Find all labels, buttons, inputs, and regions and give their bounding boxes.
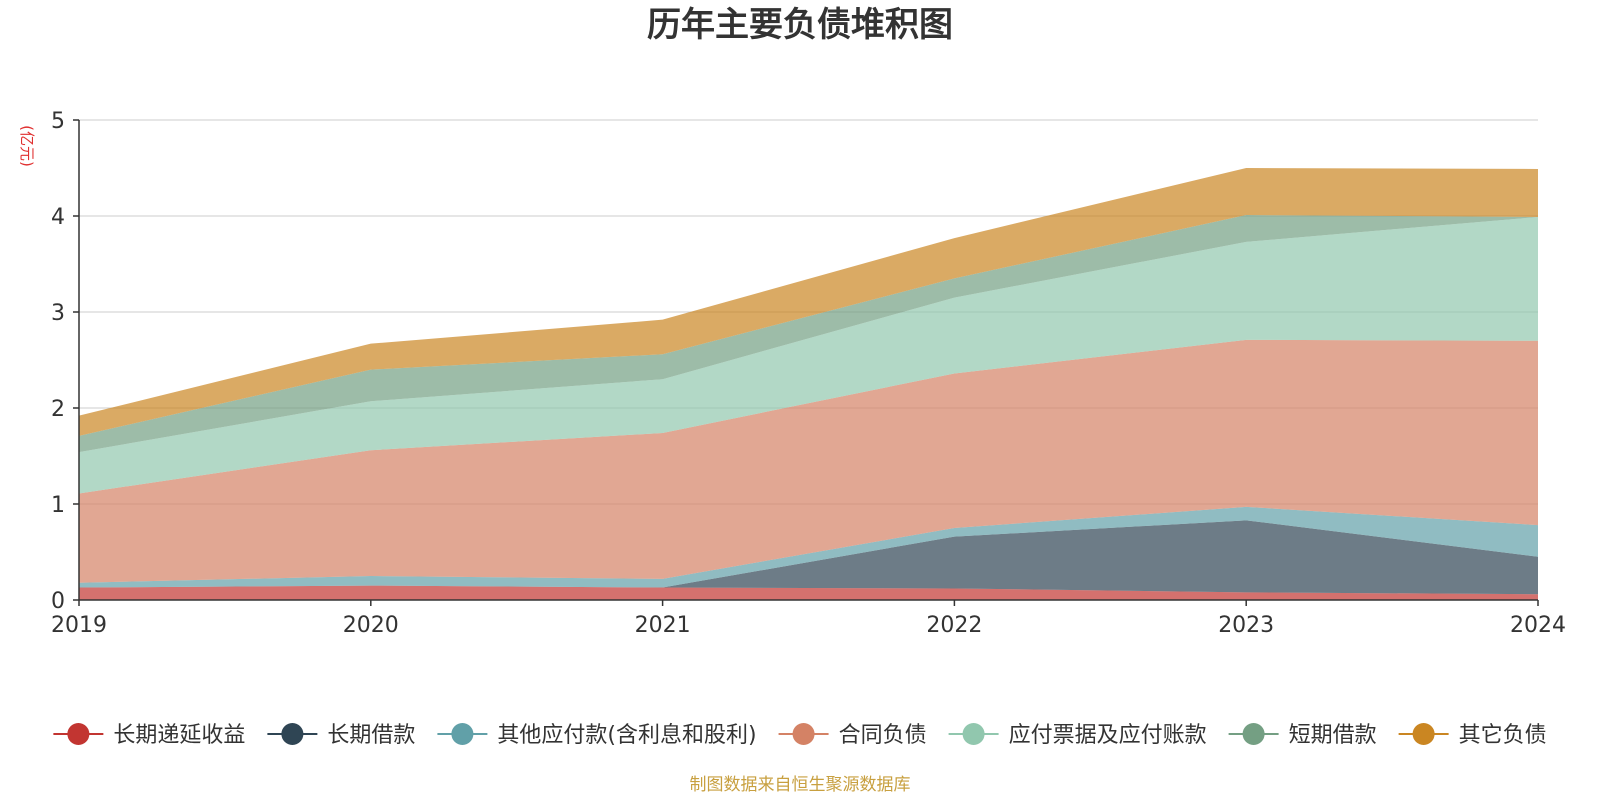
y-tick-label: 5: [51, 109, 65, 134]
area-series-5: [79, 216, 1538, 494]
area-series-1: [79, 585, 1538, 600]
y-tick-label: 2: [51, 397, 65, 422]
legend-label-1: 长期递延收益: [113, 723, 245, 748]
x-tick-label: 2024: [1510, 613, 1566, 638]
x-tick-label: 2021: [635, 613, 691, 638]
legend: 长期递延收益 长期借款 其他应付款(含利息和股利) 合同负债 应付票据及应付账款 短期借款…: [53, 723, 1547, 748]
x-tick-label: 2019: [51, 613, 107, 638]
legend-marker-3: [451, 723, 474, 745]
legend-marker-6: [1242, 723, 1265, 745]
area-series-group: [79, 168, 1538, 600]
area-series-2: [79, 520, 1538, 595]
legend-marker-4: [792, 723, 815, 745]
axes: 2019 2020 2021 2022 2023 2024: [51, 119, 1566, 638]
legend-marker-2: [281, 723, 304, 745]
legend-label-4: 合同负债: [839, 723, 927, 748]
area-series-4: [79, 339, 1538, 583]
chart-title: 历年主要负债堆积图: [647, 5, 953, 45]
y-axis-unit-label: (亿元): [18, 125, 36, 167]
area-series-3: [79, 506, 1538, 588]
data-source-note: 制图数据来自恒生聚源数据库: [690, 775, 911, 795]
legend-label-6: 短期借款: [1289, 723, 1377, 748]
y-tick-label: 4: [51, 205, 65, 230]
legend-label-2: 长期借款: [327, 723, 415, 748]
legend-marker-7: [1412, 723, 1435, 745]
legend-label-3: 其他应付款(含利息和股利): [497, 723, 756, 748]
legend-label-5: 应付票据及应付账款: [1009, 723, 1207, 748]
x-tick-label: 2023: [1218, 613, 1274, 638]
area-series-6: [79, 215, 1538, 453]
y-tick-label: 0: [51, 589, 65, 614]
legend-label-7: 其它负债: [1459, 723, 1547, 748]
x-tick-label: 2020: [343, 613, 399, 638]
legend-marker-5: [962, 723, 985, 745]
y-tick-label: 1: [51, 493, 65, 518]
x-tick-label: 2022: [926, 613, 982, 638]
legend-marker-1: [67, 723, 90, 745]
y-tick-label: 3: [51, 301, 65, 326]
area-series-7: [79, 168, 1538, 436]
